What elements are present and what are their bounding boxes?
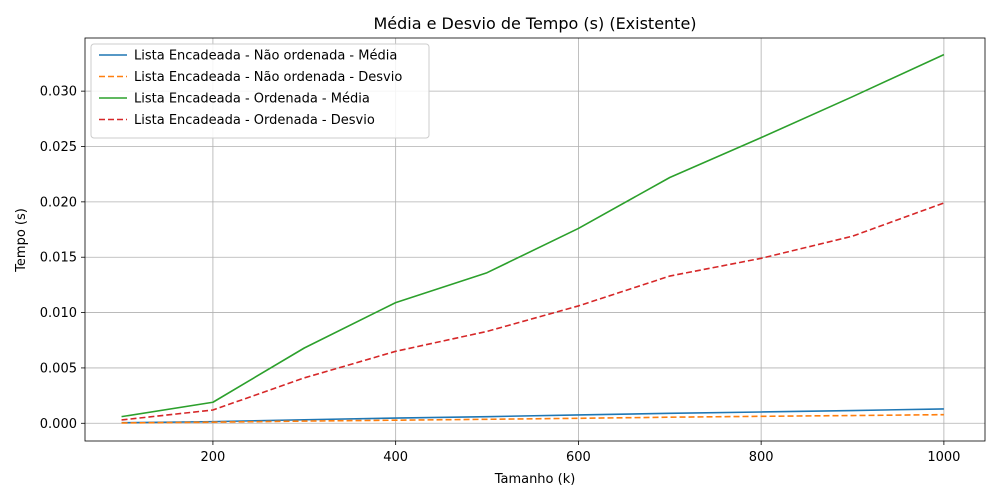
grid bbox=[85, 38, 985, 441]
x-tick-label: 200 bbox=[201, 450, 226, 465]
series-line-2 bbox=[121, 413, 944, 424]
x-tick-label: 400 bbox=[383, 450, 408, 465]
axes bbox=[84, 37, 986, 442]
legend-label: Lista Encadeada - Ordenada - Média bbox=[134, 92, 370, 107]
plot-frame bbox=[84, 37, 986, 442]
x-axis-ticks: 200 400 600 800 1000 bbox=[201, 441, 960, 465]
series-lines bbox=[121, 53, 945, 424]
y-tick-label: 0.005 bbox=[40, 361, 77, 376]
series-line-1 bbox=[121, 408, 944, 424]
x-tick-label: 600 bbox=[566, 450, 591, 465]
y-tick-label: 0.030 bbox=[40, 85, 77, 100]
y-axis-title: Tempo (s) bbox=[14, 208, 29, 273]
legend: Lista Encadeada - Não ordenada - Média Li… bbox=[90, 43, 430, 139]
y-tick-label: 0.010 bbox=[40, 306, 77, 321]
y-tick-label: 0.025 bbox=[40, 140, 77, 155]
legend-label: Lista Encadeada - Não ordenada - Média bbox=[134, 49, 397, 64]
chart-title: Média e Desvio de Tempo (s) (Existente) bbox=[373, 14, 696, 33]
y-tick-label: 0.015 bbox=[40, 251, 77, 266]
series-line-3 bbox=[121, 53, 945, 418]
legend-box bbox=[90, 43, 430, 139]
x-tick-label: 800 bbox=[749, 450, 774, 465]
x-axis-title: Tamanho (k) bbox=[494, 472, 576, 487]
y-tick-label: 0.020 bbox=[40, 195, 77, 210]
x-tick-label: 1000 bbox=[927, 450, 960, 465]
series-line-4 bbox=[121, 202, 945, 421]
y-tick-label: 0.000 bbox=[40, 417, 77, 432]
y-axis-ticks: 0.000 0.005 0.010 0.015 0.020 0.025 0.030 bbox=[40, 85, 85, 432]
legend-label: Lista Encadeada - Não ordenada - Desvio bbox=[134, 70, 402, 85]
legend-label: Lista Encadeada - Ordenada - Desvio bbox=[134, 113, 375, 128]
